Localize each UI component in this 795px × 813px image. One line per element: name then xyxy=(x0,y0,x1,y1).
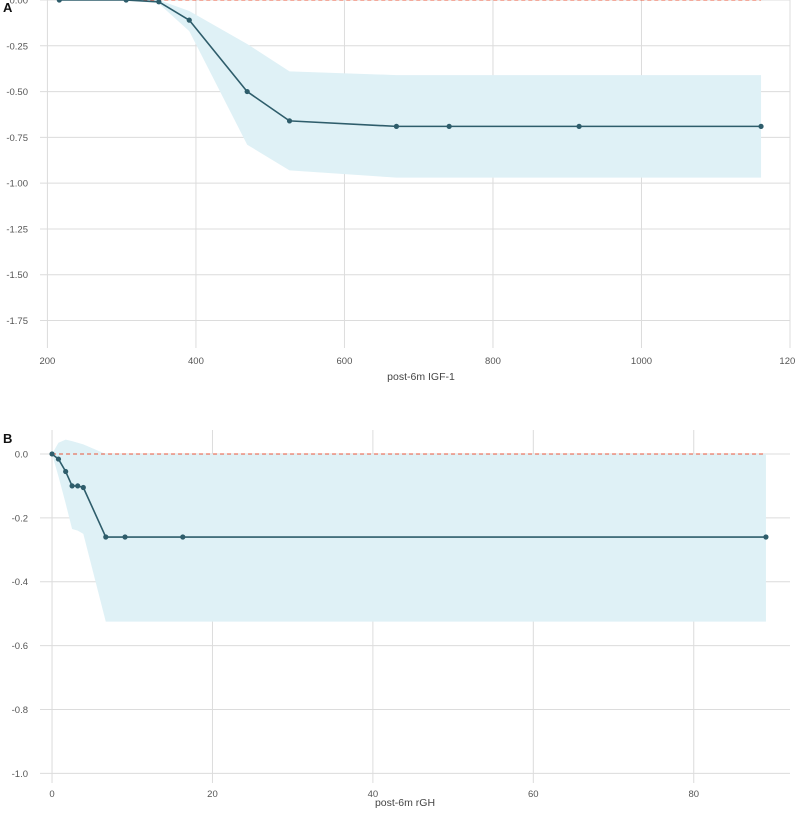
confidence-band xyxy=(59,0,762,178)
chart-panel-a: A 0.00 -0.25 -0.50 -0.75 -1.00 -1.25 -1.50 -1.7… xyxy=(3,0,795,383)
y-tick-label: -0.2 xyxy=(12,513,28,524)
data-point xyxy=(446,123,452,129)
data-point xyxy=(49,451,55,457)
x-tick-label: 20 xyxy=(207,789,218,800)
x-tick-label: 200 xyxy=(39,356,55,367)
y-tick-label: -0.4 xyxy=(12,577,28,588)
x-tick-label: 0 xyxy=(49,789,54,800)
panel-label-a: A xyxy=(3,0,13,15)
y-tick-label: -1.75 xyxy=(6,316,28,327)
y-tick-label: -0.50 xyxy=(6,87,28,98)
x-ticks-b: 0 20 40 60 80 xyxy=(49,789,699,800)
confidence-band xyxy=(52,439,766,622)
x-tick-label: 60 xyxy=(528,789,539,800)
y-tick-label: -0.25 xyxy=(6,41,28,52)
data-point xyxy=(122,534,128,540)
chart-panel-b: B 0.0 -0.2 -0.4 -0.6 -0.8 -1.0 0 20 40 60 80 post… xyxy=(3,430,790,809)
data-point xyxy=(63,468,69,475)
x-tick-label: 800 xyxy=(485,356,501,367)
y-ticks-a: 0.00 -0.25 -0.50 -0.75 -1.00 -1.25 -1.50 -1.75 xyxy=(6,0,28,327)
y-tick-label: 0.0 xyxy=(15,449,28,460)
panel-label-b: B xyxy=(3,431,12,446)
y-tick-label: -1.00 xyxy=(6,179,28,190)
x-tick-label: 80 xyxy=(688,789,699,800)
data-point xyxy=(763,534,769,540)
data-point xyxy=(393,123,400,129)
x-tick-label: 400 xyxy=(188,356,204,367)
data-point xyxy=(156,0,162,5)
data-point xyxy=(80,484,86,491)
series-b xyxy=(49,451,769,540)
data-point xyxy=(75,483,81,489)
x-axis-title-a: post-6m IGF-1 xyxy=(387,371,455,383)
y-tick-label: 0.00 xyxy=(10,0,29,7)
series-line xyxy=(59,0,762,128)
x-tick-label: 1000 xyxy=(631,356,652,367)
x-tick-label: 40 xyxy=(368,789,379,800)
data-point xyxy=(244,88,250,95)
y-tick-label: -0.75 xyxy=(6,133,28,144)
data-point xyxy=(286,118,293,124)
x-ticks-a: 200 400 600 800 1000 1200 xyxy=(39,356,795,367)
x-tick-label: 1200 xyxy=(779,356,795,367)
data-point xyxy=(103,534,109,540)
confidence-band-a xyxy=(59,0,762,178)
series-line xyxy=(51,453,766,538)
confidence-band-b xyxy=(52,439,766,622)
y-tick-label: -0.8 xyxy=(12,705,28,716)
data-point xyxy=(55,456,62,462)
data-point xyxy=(186,17,192,23)
x-tick-label: 600 xyxy=(337,356,353,367)
data-point xyxy=(758,123,764,129)
y-ticks-b: 0.0 -0.2 -0.4 -0.6 -0.8 -1.0 xyxy=(12,449,28,779)
data-point xyxy=(69,483,75,489)
x-axis-title-b: post-6m rGH xyxy=(375,797,435,809)
data-point xyxy=(180,534,186,540)
y-tick-label: -1.0 xyxy=(12,769,28,780)
y-tick-label: -1.25 xyxy=(6,224,28,235)
series-a xyxy=(56,0,764,129)
y-tick-label: -0.6 xyxy=(12,641,28,652)
data-point xyxy=(576,123,582,129)
data-point xyxy=(56,0,62,3)
y-tick-label: -1.50 xyxy=(6,270,28,281)
data-point xyxy=(123,0,129,3)
